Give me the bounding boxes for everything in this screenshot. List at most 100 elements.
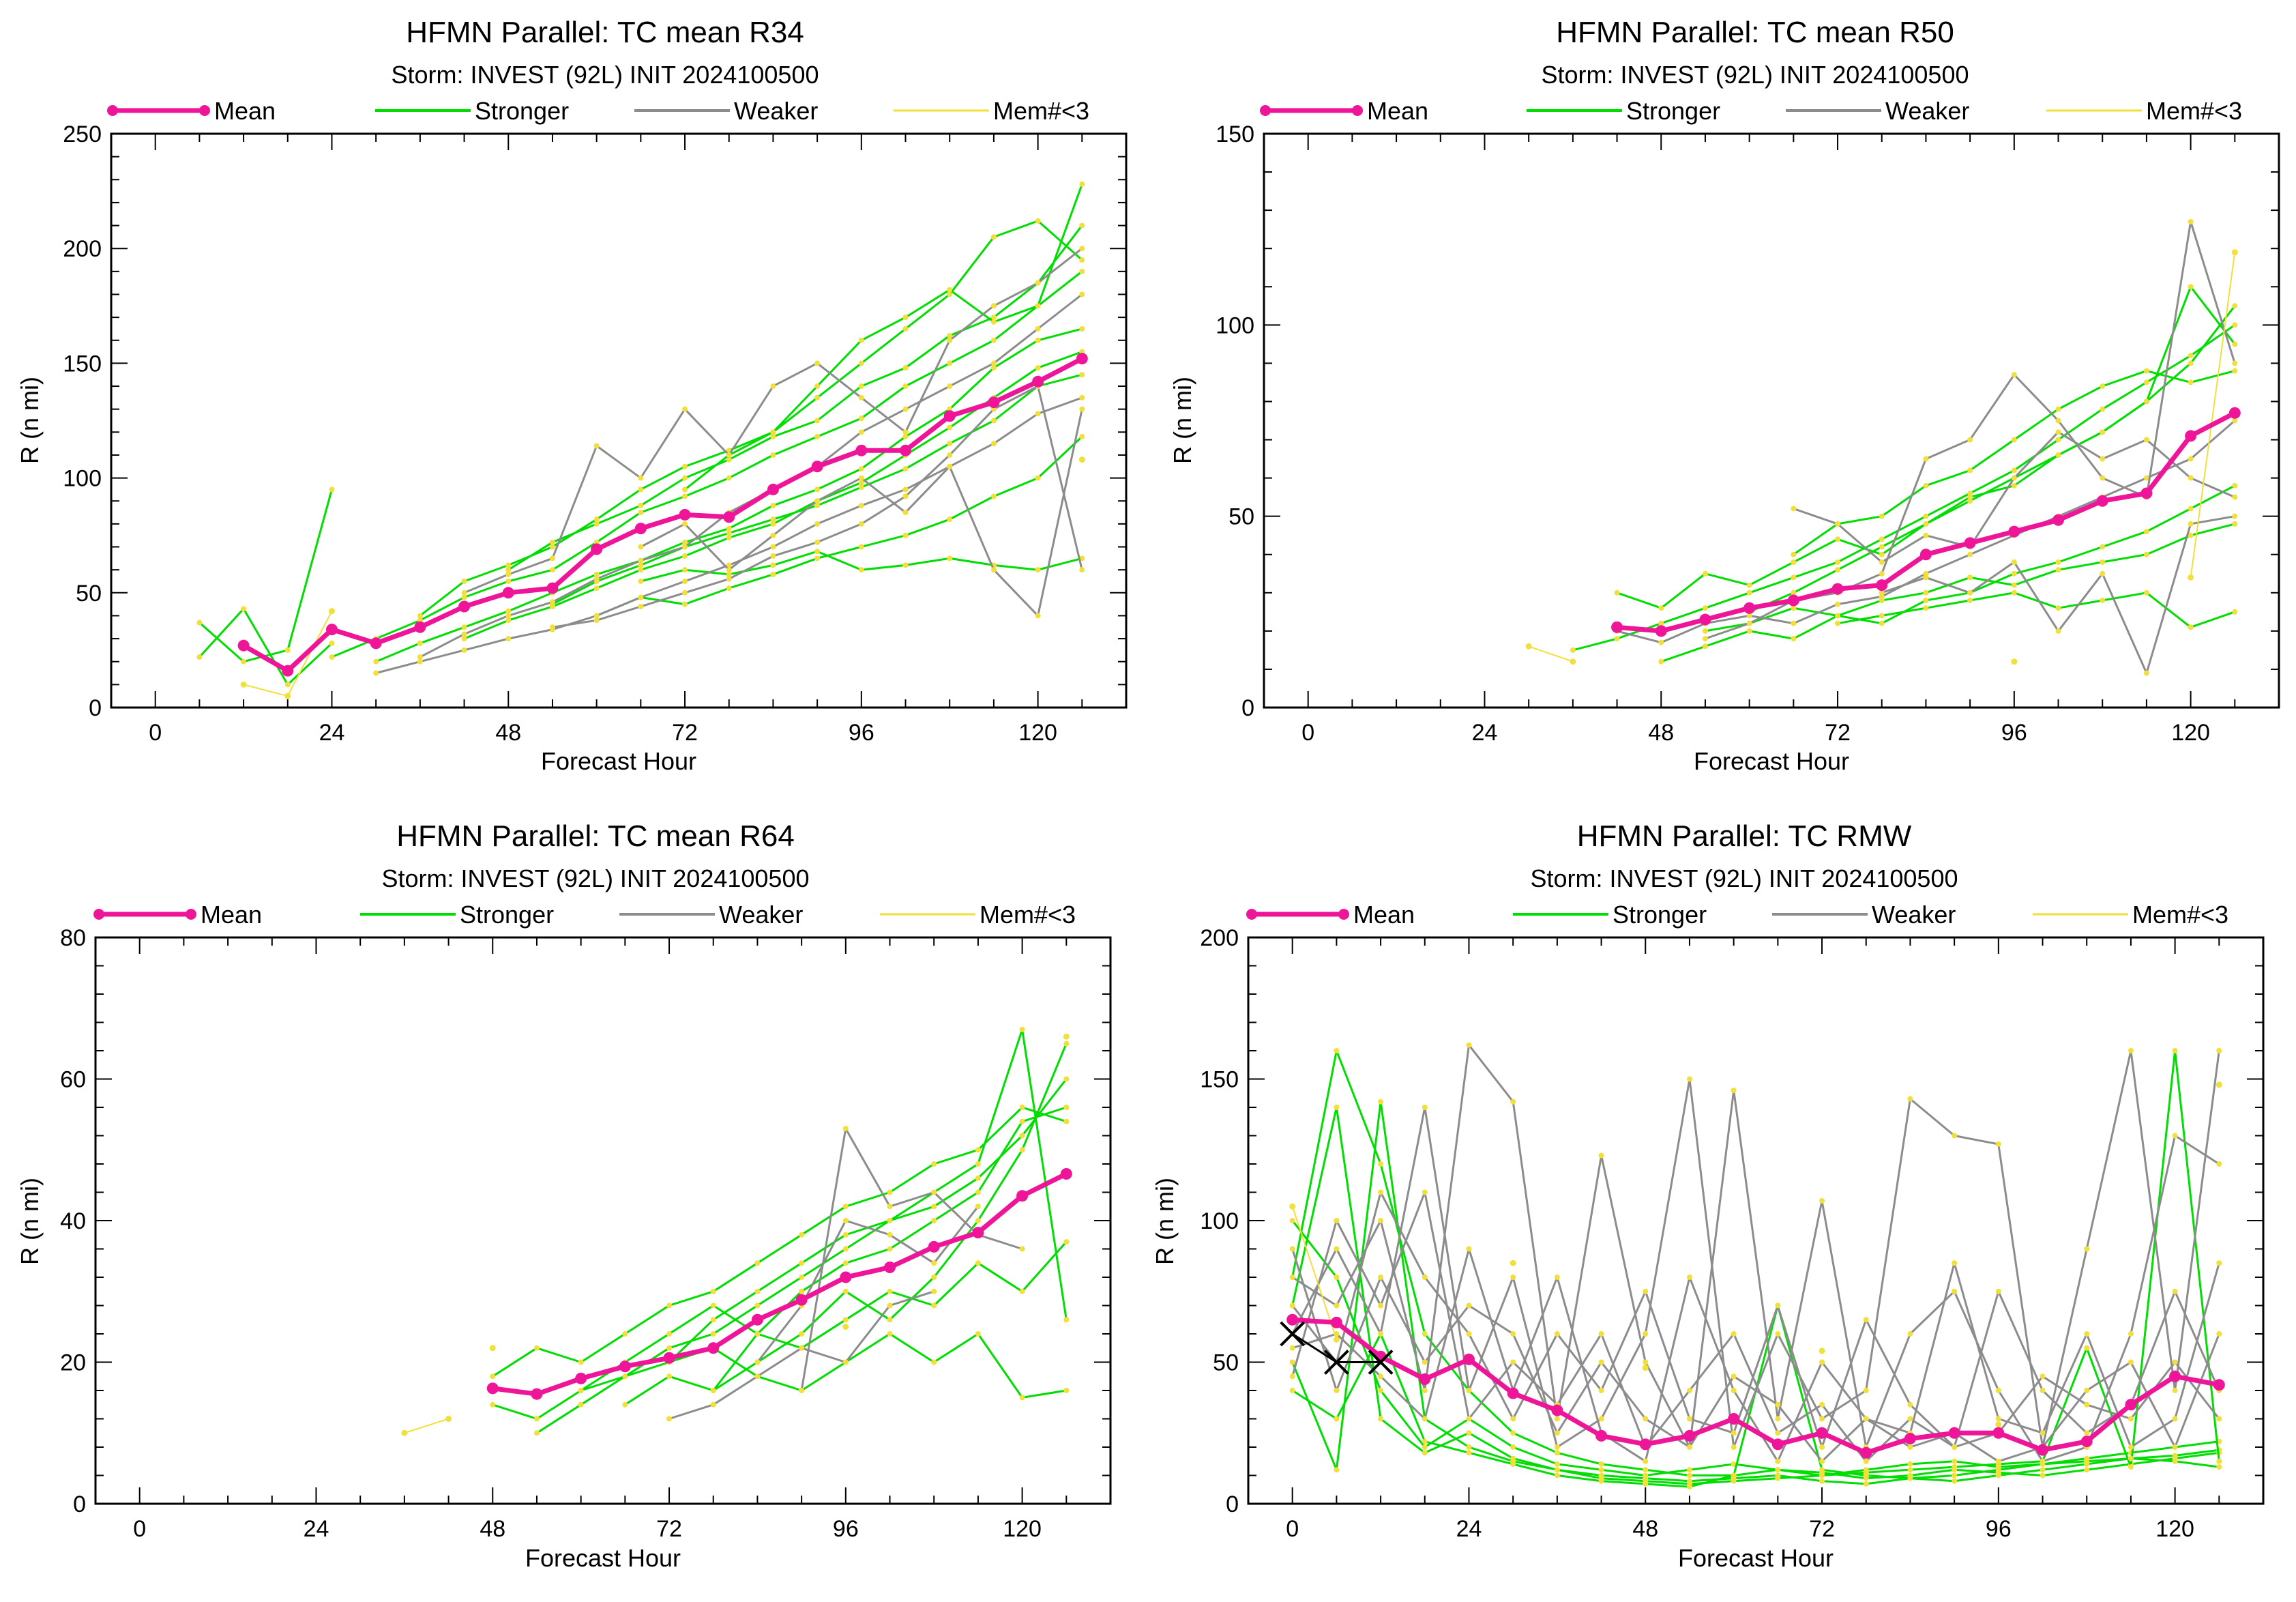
data-point-stronger — [2143, 551, 2149, 557]
series-mean — [486, 1168, 1072, 1400]
legend-label-stronger: Stronger — [1626, 97, 1720, 125]
data-point-stronger — [858, 383, 864, 390]
data-point-stronger — [1019, 1026, 1025, 1032]
data-point-stronger — [505, 578, 512, 584]
data-point-weaker — [1422, 1105, 1428, 1110]
data-point-weaker — [593, 443, 600, 449]
series-weaker — [1879, 513, 2238, 676]
series-stronger — [638, 549, 1085, 584]
legend-item-mem-lt3: Mem#<3 — [2033, 901, 2228, 929]
data-point-stronger — [490, 1401, 496, 1408]
data-point-stronger — [1598, 1467, 1604, 1473]
legend-label-mean: Mean — [1367, 97, 1428, 125]
data-point-weaker — [1952, 1288, 1958, 1294]
data-point-stronger — [2172, 1048, 2178, 1053]
data-point-stronger — [858, 416, 864, 422]
data-point-weaker — [1819, 1359, 1825, 1365]
data-point-weaker — [682, 578, 688, 584]
legend-marker-mean-right — [1352, 105, 1363, 116]
data-point-weaker — [2055, 429, 2061, 435]
data-point-stronger — [1063, 1239, 1070, 1245]
data-point-stronger — [799, 1275, 805, 1280]
data-point-weaker — [2143, 670, 2149, 676]
data-point-weaker — [858, 429, 864, 435]
data-point-weaker — [638, 475, 644, 481]
data-point-stronger — [814, 383, 821, 390]
data-point-stronger — [1614, 636, 1620, 642]
data-point-mean — [1948, 1427, 1960, 1439]
panel-subtitle: Storm: INVEST (92L) INIT 2024100500 — [392, 61, 819, 89]
y-tick-label: 150 — [1216, 121, 1254, 147]
y-tick-label: 60 — [60, 1067, 86, 1093]
data-point-stronger — [373, 658, 379, 665]
data-point-weaker — [549, 599, 555, 605]
data-point-stronger — [1863, 1481, 1869, 1487]
y-axis-label: R (n mi) — [1151, 1178, 1179, 1265]
data-point-weaker — [1775, 1416, 1781, 1422]
x-tick-label: 48 — [495, 720, 521, 746]
data-point-weaker — [1019, 1246, 1025, 1252]
data-point-stronger — [1791, 589, 1797, 596]
data-point-stronger — [593, 571, 600, 577]
data-point-stronger — [1686, 1484, 1692, 1490]
data-point-stronger — [1967, 491, 1973, 497]
data-point-weaker — [593, 617, 600, 624]
data-point-mem-lt3 — [1289, 1203, 1296, 1210]
series-stronger — [1289, 1048, 2222, 1487]
data-point-stronger — [2100, 544, 2106, 550]
data-point-weaker — [1510, 1275, 1516, 1280]
data-point-weaker — [1289, 1246, 1295, 1252]
data-point-weaker — [1923, 456, 1929, 462]
data-point-weaker — [1422, 1275, 1428, 1280]
data-point-weaker — [2172, 1288, 2178, 1294]
data-point-weaker — [1378, 1373, 1384, 1380]
series-mean — [1286, 1313, 2225, 1459]
data-point-stronger — [990, 234, 997, 240]
data-point-stronger — [682, 463, 688, 469]
data-point-stronger — [2143, 529, 2149, 535]
data-point-weaker — [1686, 1076, 1692, 1082]
data-point-stronger — [1643, 1467, 1649, 1473]
data-point-mean — [458, 600, 471, 613]
data-point-weaker — [1554, 1275, 1560, 1280]
series-weaker — [549, 383, 1085, 630]
series-line-stronger — [596, 435, 1083, 617]
data-point-stronger — [1063, 1076, 1070, 1082]
data-point-weaker — [1952, 1133, 1958, 1139]
data-point-weaker — [842, 1126, 849, 1132]
data-point-stronger — [975, 1331, 981, 1337]
data-point-weaker — [1422, 1189, 1428, 1195]
x-tick-label: 24 — [1472, 720, 1498, 746]
data-point-stronger — [990, 315, 997, 321]
y-tick-label: 200 — [1200, 925, 1239, 951]
data-point-mean — [414, 621, 426, 633]
series-line-stronger — [375, 327, 1083, 663]
data-point-stronger — [2011, 582, 2017, 588]
data-point-weaker — [1035, 411, 1041, 417]
y-tick-label: 50 — [1228, 504, 1254, 530]
series-line-mem-lt3 — [2190, 252, 2236, 578]
data-point-stronger — [638, 567, 644, 573]
data-point-stronger — [931, 1302, 937, 1309]
data-point-stronger — [1879, 544, 1885, 550]
series-line-weaker — [1291, 1044, 2220, 1463]
data-point-stronger — [975, 1189, 981, 1195]
data-point-mean — [1904, 1433, 1916, 1445]
data-point-weaker — [1686, 1444, 1692, 1450]
data-point-stronger — [1079, 434, 1085, 440]
data-point-stronger — [533, 1416, 540, 1422]
data-point-mean — [619, 1360, 631, 1373]
data-point-stronger — [1035, 567, 1041, 573]
data-point-stronger — [2084, 1345, 2090, 1351]
data-point-stronger — [2232, 303, 2238, 309]
data-point-stronger — [1289, 1359, 1295, 1365]
data-point-weaker — [1731, 1088, 1737, 1094]
data-point-stronger — [682, 567, 688, 573]
data-point-stronger — [2143, 368, 2149, 374]
legend-marker-mean-left — [1246, 909, 1257, 920]
data-point-stronger — [858, 484, 864, 491]
data-point-stronger — [2084, 1461, 2090, 1467]
series-stronger — [505, 222, 1085, 573]
data-point-weaker — [638, 544, 644, 550]
panel-r34: HFMN Parallel: TC mean R34 Storm: INVEST… — [16, 16, 1128, 775]
